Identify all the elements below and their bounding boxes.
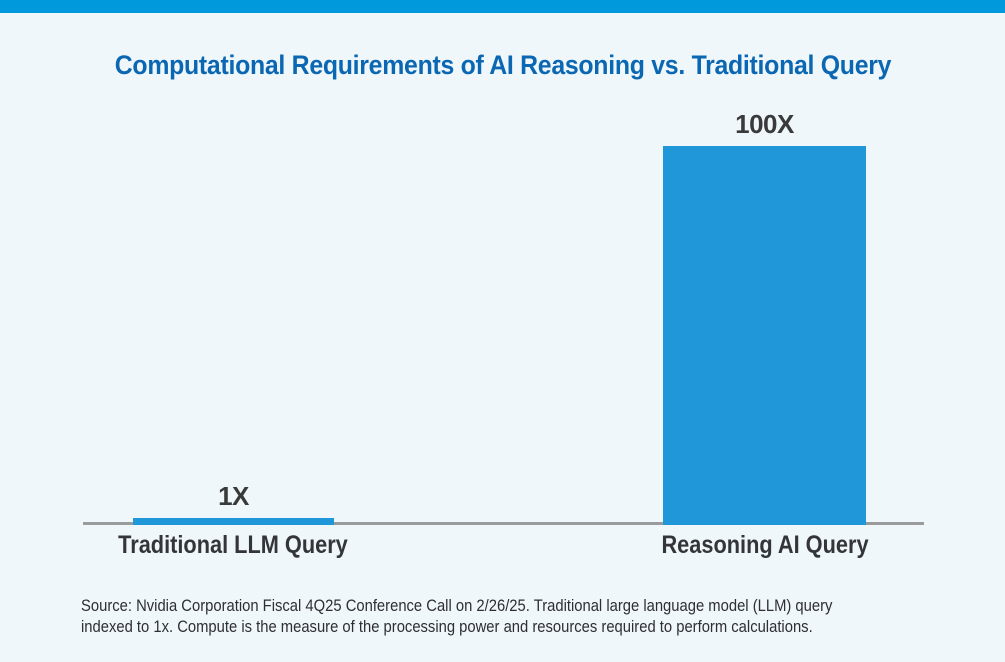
x-axis-baseline bbox=[83, 522, 924, 525]
category-label-reasoning-ai-query: Reasoning AI Query bbox=[661, 531, 869, 559]
chart-title: Computational Requirements of AI Reasoni… bbox=[0, 50, 1005, 81]
source-note: Source: Nvidia Corporation Fiscal 4Q25 C… bbox=[81, 595, 934, 637]
top-accent-band bbox=[0, 0, 1005, 13]
bar-group-reasoning-ai-query: 100X bbox=[663, 109, 866, 525]
bar-reasoning-ai-query bbox=[663, 146, 866, 525]
value-label-reasoning-ai-query: 100X bbox=[735, 109, 794, 139]
chart-title-text: Computational Requirements of AI Reasoni… bbox=[114, 50, 891, 80]
category-label-traditional-llm-query: Traditional LLM Query bbox=[118, 531, 348, 559]
bar-traditional-llm-query bbox=[133, 518, 334, 525]
source-note-line-1: Source: Nvidia Corporation Fiscal 4Q25 C… bbox=[81, 596, 833, 615]
value-label-traditional-llm-query: 1X bbox=[218, 481, 249, 511]
bar-group-traditional-llm-query: 1X bbox=[133, 481, 334, 525]
source-note-line-2: indexed to 1x. Compute is the measure of… bbox=[81, 617, 813, 636]
